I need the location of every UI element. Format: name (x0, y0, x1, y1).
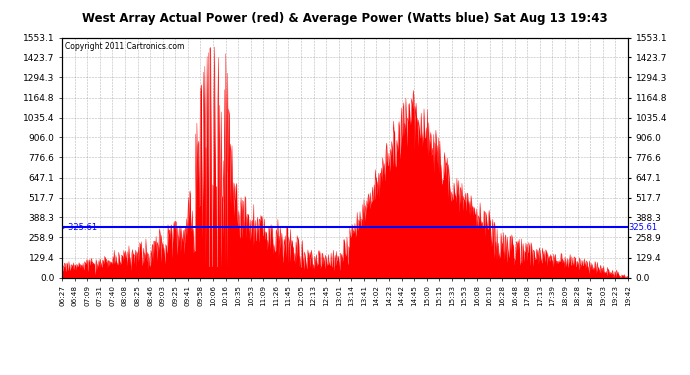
Text: 325.61: 325.61 (628, 223, 657, 232)
Text: ←325.61: ←325.61 (62, 223, 98, 232)
Text: Copyright 2011 Cartronics.com: Copyright 2011 Cartronics.com (65, 42, 184, 51)
Text: West Array Actual Power (red) & Average Power (Watts blue) Sat Aug 13 19:43: West Array Actual Power (red) & Average … (82, 12, 608, 25)
